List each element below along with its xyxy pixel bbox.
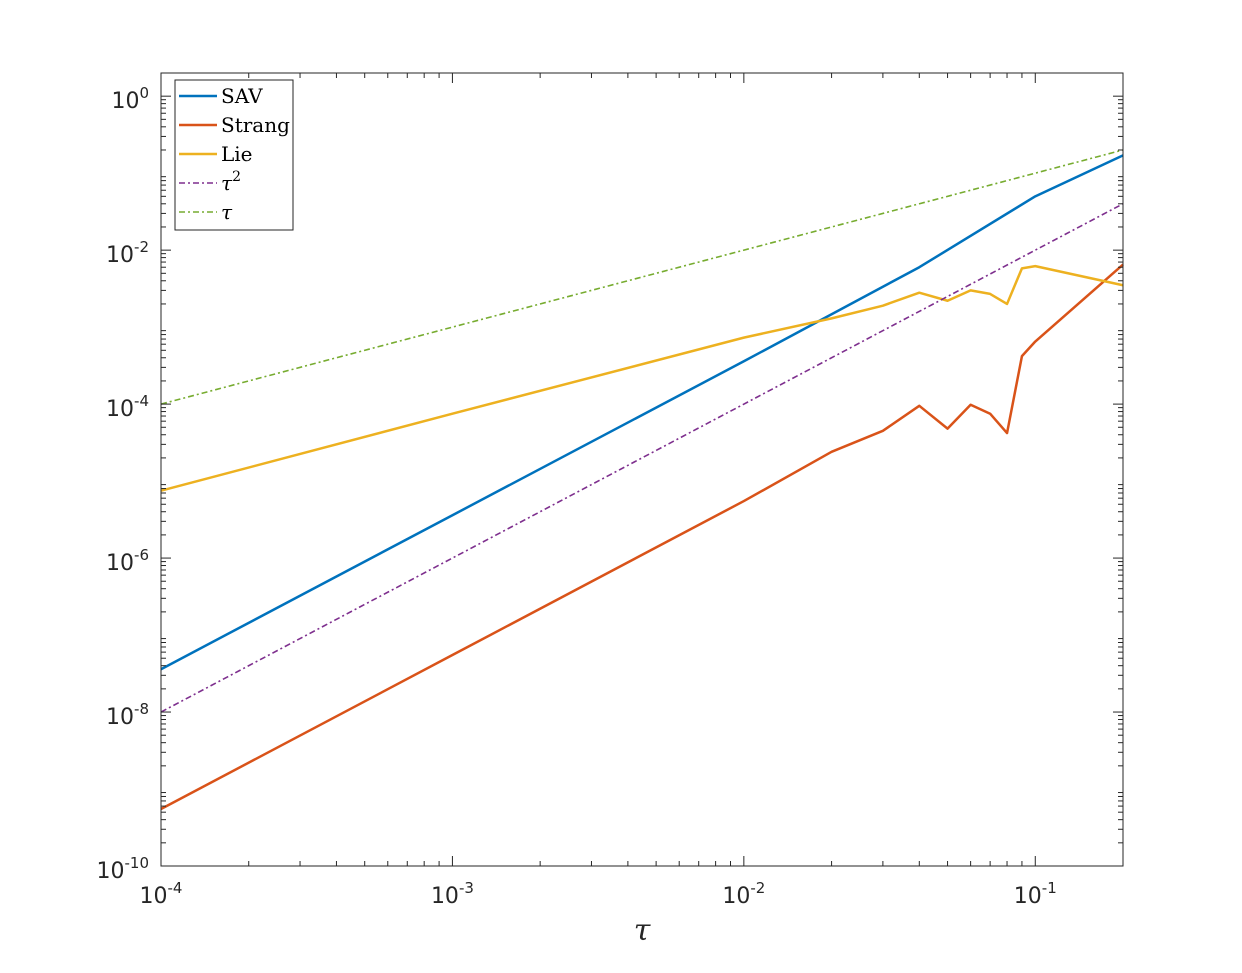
y-tick-label: 10-2 bbox=[106, 238, 149, 268]
legend-label-1: Strang bbox=[221, 113, 290, 137]
series-line-1 bbox=[160, 263, 1124, 811]
legend-label-4: τ bbox=[221, 200, 233, 224]
major-ticks bbox=[160, 73, 1123, 867]
legend-label-0: SAV bbox=[221, 84, 263, 108]
axes-box bbox=[160, 72, 1124, 867]
y-tick-label: 100 bbox=[111, 84, 149, 114]
series-line-0 bbox=[160, 154, 1124, 671]
series-line-3 bbox=[160, 203, 1124, 713]
series-line-4 bbox=[160, 149, 1124, 405]
x-tick-label: 10-3 bbox=[431, 879, 474, 909]
y-tick-label: 10-8 bbox=[106, 700, 149, 730]
x-tick-label: 10-4 bbox=[140, 879, 183, 909]
x-axis-label: τ bbox=[634, 913, 651, 948]
series-line-2 bbox=[160, 264, 1124, 492]
x-tick-label: 10-1 bbox=[1014, 879, 1057, 909]
x-tick-label: 10-2 bbox=[722, 879, 765, 909]
legend[interactable]: SAV Strang Lie τ2 τ bbox=[174, 79, 294, 231]
plot-area bbox=[161, 73, 1123, 866]
legend-label-2: Lie bbox=[221, 142, 253, 166]
y-tick-label: 10-4 bbox=[106, 392, 149, 422]
minor-ticks bbox=[161, 72, 1124, 866]
legend-label-3: τ2 bbox=[221, 169, 241, 195]
x-tick-labels: 10-4 10-3 10-2 10-1 bbox=[140, 879, 1057, 909]
y-tick-labels: 10-10 10-8 10-6 10-4 10-2 100 bbox=[97, 84, 150, 884]
y-tick-label: 10-6 bbox=[106, 546, 149, 576]
series-layer bbox=[160, 149, 1124, 811]
y-tick-label: 10-10 bbox=[97, 854, 150, 884]
